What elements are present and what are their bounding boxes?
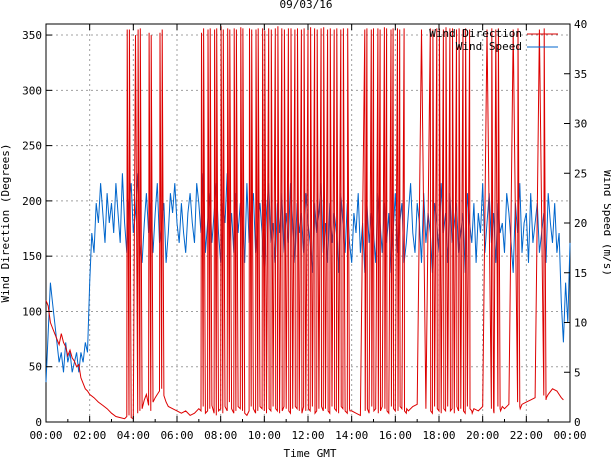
left-tick-label: 350: [22, 29, 42, 42]
right-tick-label: 20: [574, 217, 587, 230]
right-axis-title: Wind Speed (m/s): [601, 170, 611, 276]
x-tick-label: 20:00: [466, 429, 499, 442]
x-tick-label: 12:00: [291, 429, 324, 442]
left-tick-label: 250: [22, 140, 42, 153]
left-tick-label: 0: [35, 416, 42, 429]
x-tick-label: 22:00: [510, 429, 543, 442]
right-tick-label: 25: [574, 167, 587, 180]
x-tick-label: 00:00: [553, 429, 586, 442]
x-tick-label: 06:00: [160, 429, 193, 442]
x-axis-title: Time GMT: [284, 447, 337, 459]
right-tick-label: 40: [574, 18, 587, 31]
legend-label-wind-direction: Wind Direction: [429, 27, 522, 40]
x-tick-label: 14:00: [335, 429, 368, 442]
right-tick-label: 10: [574, 317, 587, 330]
x-tick-label: 00:00: [29, 429, 62, 442]
x-tick-label: 16:00: [379, 429, 412, 442]
x-tick-label: 08:00: [204, 429, 237, 442]
left-tick-label: 100: [22, 305, 42, 318]
x-tick-label: 04:00: [117, 429, 150, 442]
right-tick-label: 0: [574, 416, 581, 429]
legend-label-wind-speed: Wind Speed: [456, 40, 522, 53]
legend: Wind Direction Wind Speed: [429, 27, 558, 53]
right-tick-label: 35: [574, 68, 587, 81]
right-axis: 0 5 10 15 20 25 30 35 40: [564, 18, 587, 429]
chart-title: 09/03/16: [280, 0, 333, 11]
x-axis: 00:00 02:00 04:00 06:00 08:00 10:00 12:00 14:00…: [29, 24, 587, 442]
x-tick-label: 18:00: [422, 429, 455, 442]
x-tick-label: 10:00: [248, 429, 281, 442]
right-tick-label: 15: [574, 267, 587, 280]
right-tick-label: 5: [574, 366, 581, 379]
wind-direction-line: [45, 26, 564, 420]
left-axis-title: Wind Direction (Degrees): [0, 144, 12, 303]
x-tick-label: 02:00: [73, 429, 106, 442]
left-axis: 0 50 100 150 200 250 300 350: [22, 29, 52, 429]
series-layer: [45, 26, 571, 420]
left-tick-label: 150: [22, 250, 42, 263]
left-tick-label: 200: [22, 195, 42, 208]
left-tick-label: 50: [29, 361, 42, 374]
left-tick-label: 300: [22, 84, 42, 97]
right-tick-label: 30: [574, 118, 587, 131]
